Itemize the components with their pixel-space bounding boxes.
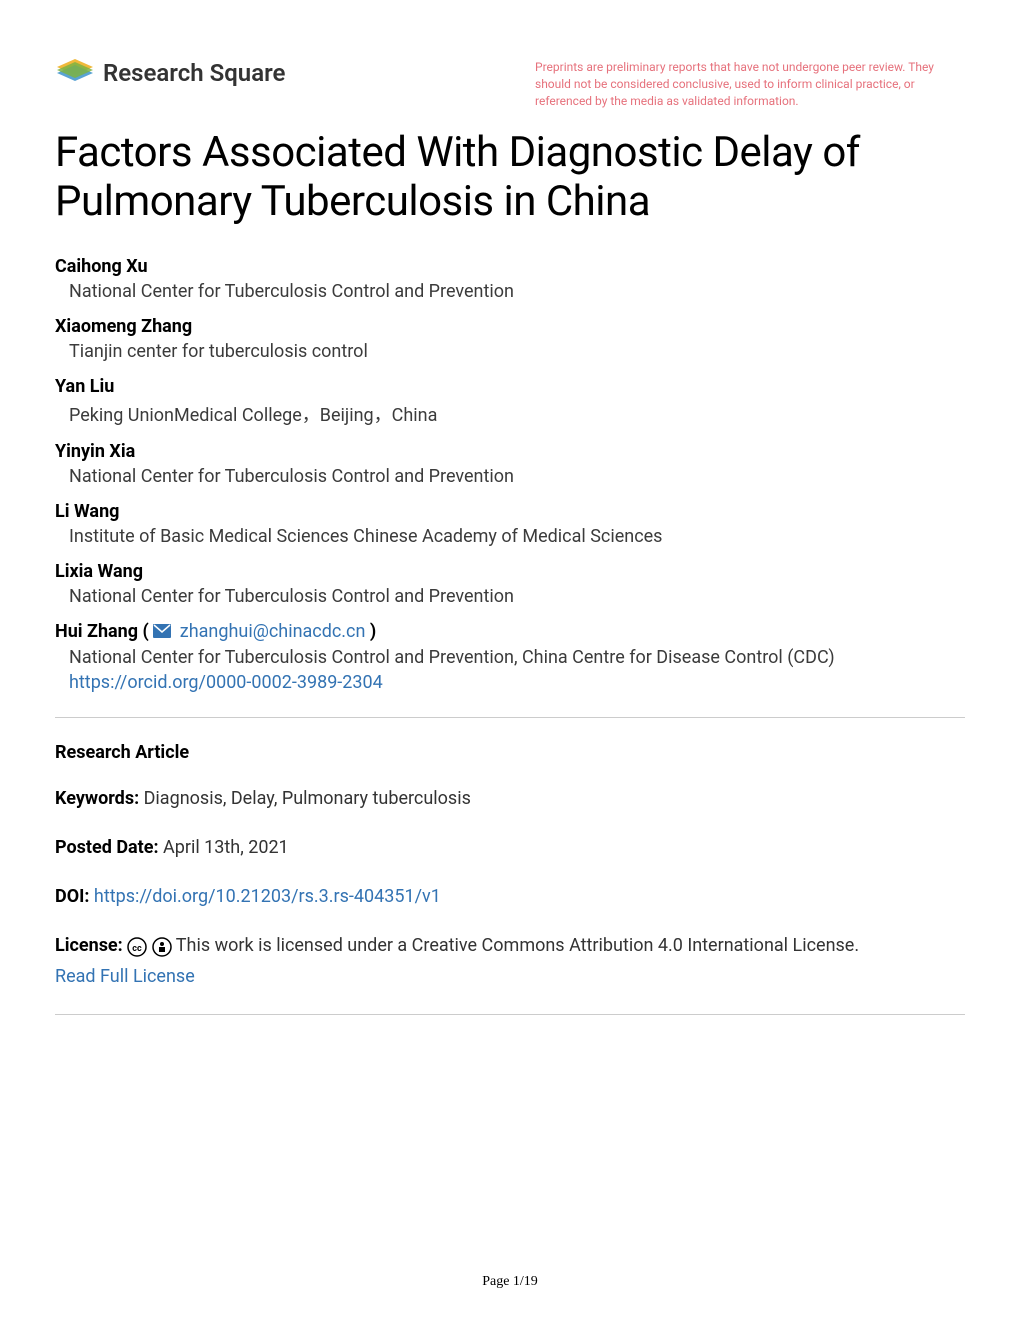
doi-row: DOI: https://doi.org/10.21203/rs.3.rs-40… [55,883,965,910]
author-affiliation: Tianjin center for tuberculosis control [55,341,965,362]
author-name: Caihong Xu [55,256,965,277]
corresponding-author-row: Hui Zhang ( zhanghui@chinacdc.cn ) [55,621,965,643]
author-affiliation: National Center for Tuberculosis Control… [55,466,965,487]
divider [55,717,965,718]
svg-text:cc: cc [133,944,143,954]
read-full-license-link[interactable]: Read Full License [55,963,965,990]
license-text: This work is licensed under a Creative C… [176,935,859,956]
author-affiliation: National Center for Tuberculosis Control… [55,586,965,607]
corresponding-author-name: Hui Zhang [55,621,138,642]
author-block: Xiaomeng Zhang Tianjin center for tuberc… [55,316,965,362]
author-affiliation: Peking UnionMedical College，Beijing，Chin… [55,401,965,427]
doi-link[interactable]: https://doi.org/10.21203/rs.3.rs-404351/… [94,886,441,907]
keywords-label: Keywords: [55,788,139,809]
license-row: License: cc This work is licensed under … [55,932,965,991]
paren-close: ) [370,621,376,642]
page-indicator: Page 1/19 [482,1274,538,1290]
header-row: Research Square Preprints are preliminar… [55,55,965,109]
divider [55,1014,965,1015]
author-block: Yan Liu Peking UnionMedical College，Beij… [55,376,965,427]
author-block: Yinyin Xia National Center for Tuberculo… [55,441,965,487]
author-block: Li Wang Institute of Basic Medical Scien… [55,501,965,547]
logo-text: Research Square [103,59,285,87]
corresponding-author-affiliation: National Center for Tuberculosis Control… [55,647,965,668]
keywords-row: Keywords: Diagnosis, Delay, Pulmonary tu… [55,785,965,812]
author-affiliation: National Center for Tuberculosis Control… [55,281,965,302]
preprint-disclaimer: Preprints are preliminary reports that h… [535,55,965,109]
posted-date-label: Posted Date: [55,837,159,858]
keywords-value: Diagnosis, Delay, Pulmonary tuberculosis [144,788,471,809]
article-title: Factors Associated With Diagnostic Delay… [55,129,965,226]
posted-date-row: Posted Date: April 13th, 2021 [55,834,965,861]
author-name: Yan Liu [55,376,965,397]
corresponding-author-block: Hui Zhang ( zhanghui@chinacdc.cn ) Natio… [55,621,965,693]
cc-icons: cc [127,932,171,959]
orcid-link[interactable]: https://orcid.org/0000-0002-3989-2304 [55,672,965,693]
paren-open: ( [143,621,154,642]
article-type: Research Article [55,742,965,763]
author-block: Caihong Xu National Center for Tuberculo… [55,256,965,302]
author-name: Xiaomeng Zhang [55,316,965,337]
research-square-logo-icon [55,55,95,91]
posted-date-value: April 13th, 2021 [163,837,289,858]
license-label: License: [55,935,123,956]
author-block: Lixia Wang National Center for Tuberculo… [55,561,965,607]
author-affiliation: Institute of Basic Medical Sciences Chin… [55,526,965,547]
author-name: Li Wang [55,501,965,522]
author-name: Yinyin Xia [55,441,965,462]
logo-container: Research Square [55,55,285,91]
envelope-icon [153,622,171,643]
corresponding-email-link[interactable]: zhanghui@chinacdc.cn [180,621,366,642]
doi-label: DOI: [55,886,89,907]
author-name: Lixia Wang [55,561,965,582]
